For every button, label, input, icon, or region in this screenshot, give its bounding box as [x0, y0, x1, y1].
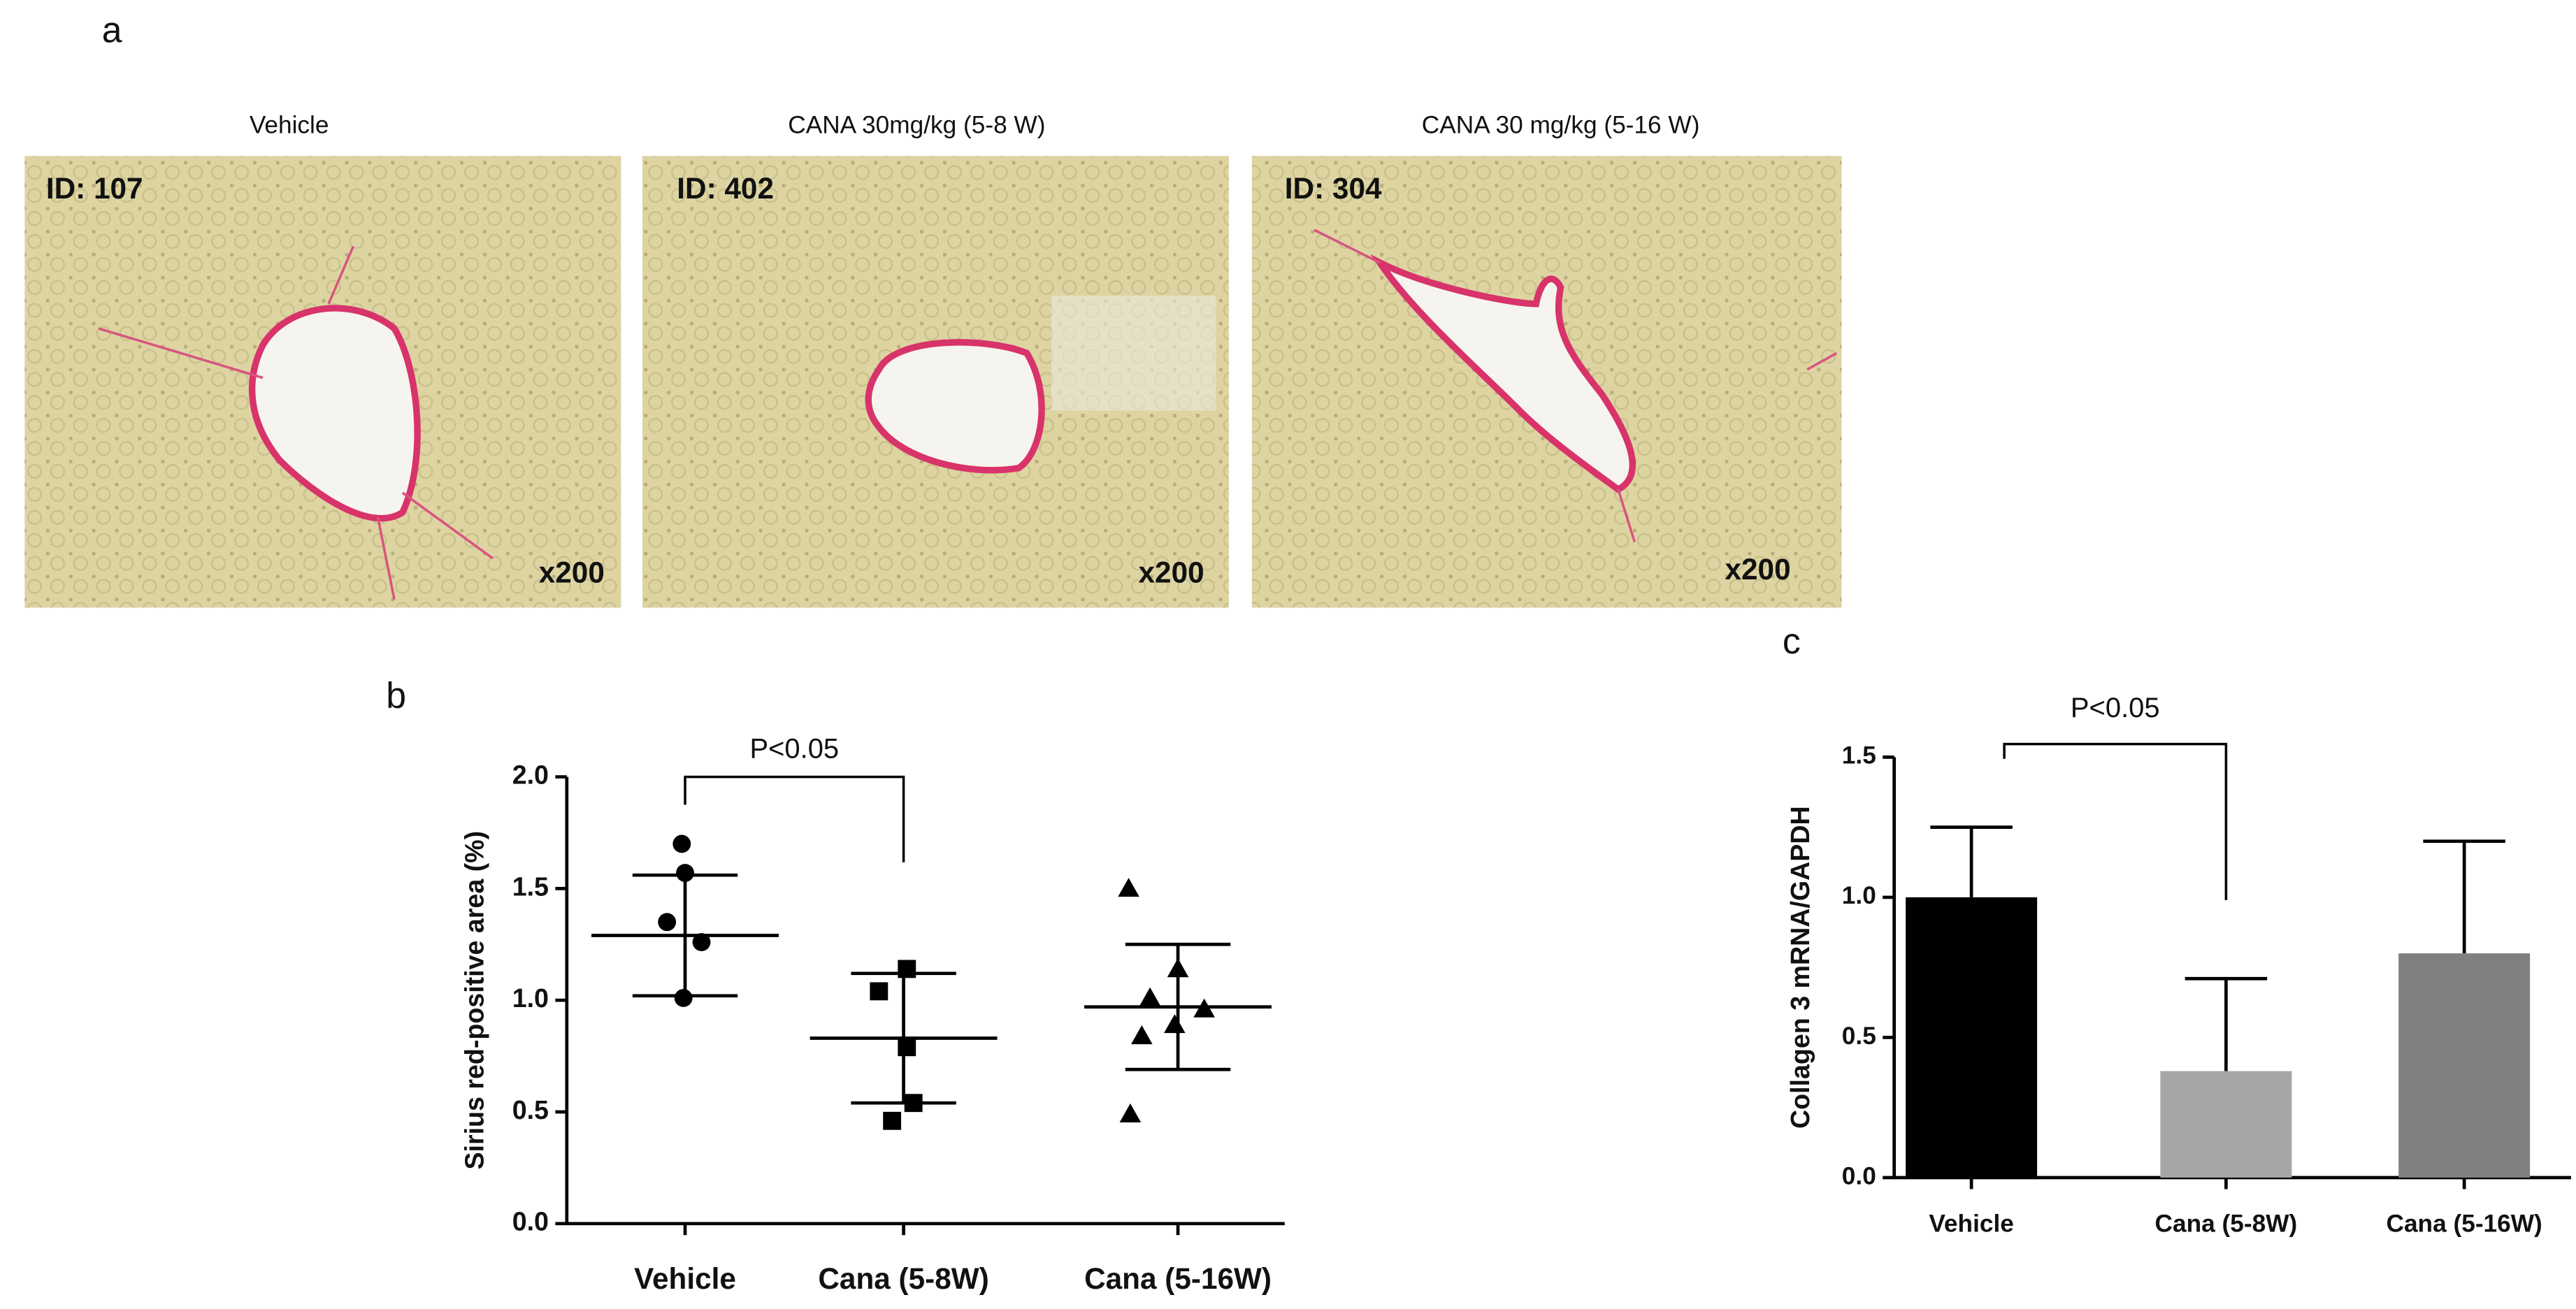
significance-label: P<0.05 — [2071, 693, 2160, 723]
vessel — [1370, 254, 1636, 493]
micrograph: Vehicle ID: 107 x200 — [24, 111, 621, 608]
image-id: ID: 304 — [1285, 172, 1382, 205]
x-tick-label: Vehicle — [634, 1262, 736, 1295]
significance-label: P<0.05 — [749, 734, 839, 765]
magnification: x200 — [539, 556, 605, 589]
image-id: ID: 107 — [46, 172, 143, 205]
y-tick-label: 0.5 — [512, 1095, 549, 1124]
data-point — [1119, 1103, 1142, 1122]
x-tick-label: Cana (5-8W) — [2155, 1210, 2298, 1237]
bar — [2160, 1071, 2292, 1178]
y-tick-label: 0.0 — [1842, 1162, 1876, 1189]
panel-letter: b — [386, 674, 406, 715]
data-point — [676, 864, 694, 882]
data-point — [898, 1038, 916, 1057]
data-point — [692, 933, 711, 952]
data-point — [672, 834, 691, 853]
x-tick-label: Vehicle — [1929, 1210, 2013, 1237]
y-tick-label: 1.5 — [512, 872, 549, 901]
x-tick-label: Cana (5-16W) — [1084, 1262, 1272, 1295]
data-point — [1139, 987, 1161, 1006]
y-tick-label: 0.5 — [1842, 1022, 1876, 1050]
data-point — [883, 1111, 902, 1130]
y-tick-label: 1.0 — [1842, 882, 1876, 909]
bar — [1906, 897, 2038, 1178]
y-tick-label: 1.5 — [1842, 742, 1876, 769]
y-axis-label: Sirius red-positive area (%) — [460, 831, 489, 1170]
magnification: x200 — [1139, 556, 1204, 589]
y-tick-label: 0.0 — [512, 1207, 549, 1236]
data-point — [1131, 1025, 1153, 1045]
data-point — [674, 989, 693, 1007]
data-point — [658, 913, 677, 932]
fiber — [1314, 229, 1838, 543]
panel-letter: a — [102, 10, 122, 50]
image-title: CANA 30 mg/kg (5-16 W) — [1422, 111, 1700, 138]
bar — [2398, 953, 2531, 1178]
image-region — [1051, 296, 1216, 411]
significance-bracket — [2003, 742, 2228, 900]
y-tick-label: 1.0 — [512, 983, 549, 1013]
panel-letter: c — [1783, 621, 1801, 661]
y-tick-label: 2.0 — [512, 760, 549, 790]
y-axis-label: Collagen 3 mRNA/GAPDH — [1785, 806, 1815, 1129]
data-point — [1118, 878, 1139, 897]
data-point — [1164, 1014, 1186, 1034]
data-point — [898, 960, 916, 978]
image-title: Vehicle — [250, 111, 329, 138]
data-point — [870, 982, 888, 1001]
x-tick-label: Cana (5-16W) — [2386, 1210, 2542, 1237]
micrograph: CANA 30mg/kg (5-8 W) ID: 402 x200 — [642, 111, 1229, 608]
fiber — [98, 245, 494, 600]
image-id: ID: 402 — [677, 172, 774, 205]
significance-bracket — [684, 775, 905, 862]
x-tick-label: Cana (5-8W) — [818, 1262, 988, 1295]
micrograph: CANA 30 mg/kg (5-16 W) ID: 304 x200 — [1251, 111, 1842, 608]
vessel — [865, 339, 1045, 474]
vessel — [248, 305, 421, 522]
image-title: CANA 30mg/kg (5-8 W) — [788, 111, 1045, 138]
magnification: x200 — [1725, 553, 1791, 586]
